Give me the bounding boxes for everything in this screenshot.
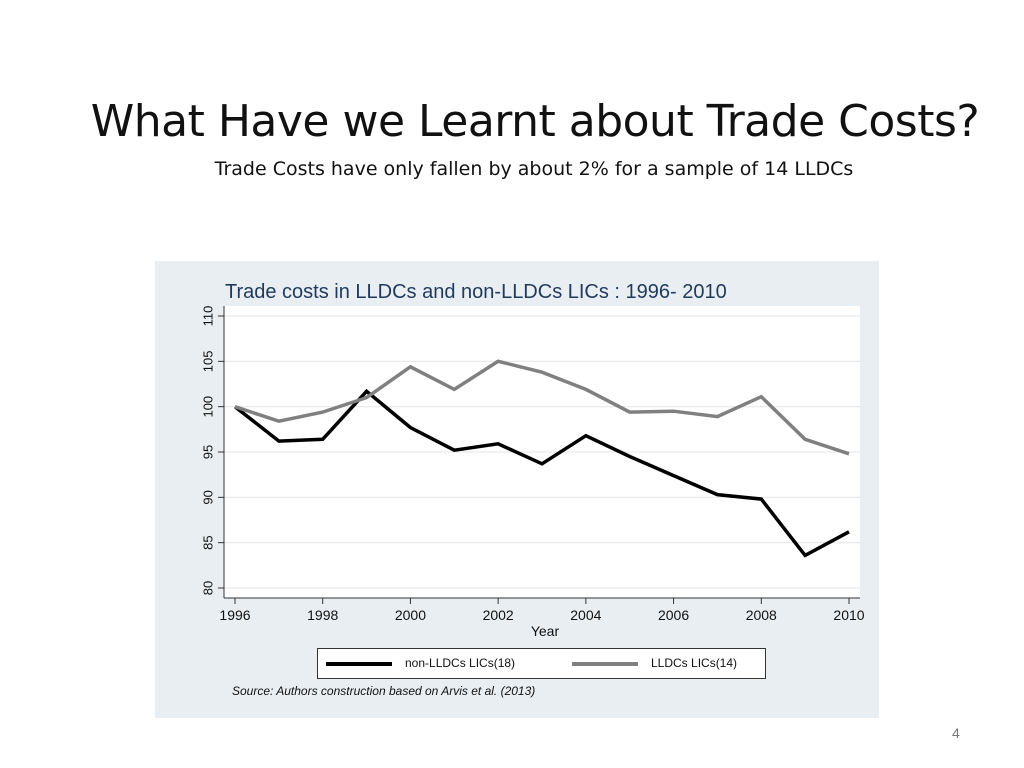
line-chart: 80 85 90 95 100 105 110 1996 1998 2000 2002 2004 200… xyxy=(200,306,864,639)
x-tick-label-2008: 2008 xyxy=(746,607,777,623)
x-tick-label-2006: 2006 xyxy=(658,607,689,623)
x-tick-label-2002: 2002 xyxy=(483,607,514,623)
slide-subtitle: Trade Costs have only fallen by about 2%… xyxy=(214,158,854,180)
x-tick-label-1998: 1998 xyxy=(307,607,338,623)
chart-title: Trade costs in LLDCs and non-LLDCs LICs … xyxy=(225,281,727,303)
page-number: 4 xyxy=(952,725,960,741)
chart-panel: Trade costs in LLDCs and non-LLDCs LICs … xyxy=(155,261,879,718)
y-tick-label-90: 90 xyxy=(200,490,215,504)
y-tick-label-80: 80 xyxy=(200,581,215,595)
source-note: Source: Authors construction based on Ar… xyxy=(232,684,536,698)
x-tick-label-2010: 2010 xyxy=(833,607,864,623)
x-tick-label-1996: 1996 xyxy=(219,607,250,623)
series-line-1 xyxy=(234,359,850,456)
series-line-0 xyxy=(233,388,850,558)
y-tick-label-95: 95 xyxy=(200,445,215,459)
legend-label-non-lldcs: non-LLDCs LICs(18) xyxy=(405,656,516,670)
slide-title: What Have we Learnt about Trade Costs? xyxy=(90,96,980,147)
legend: non-LLDCs LICs(18) LLDCs LICs(14) xyxy=(317,648,766,679)
x-tick-label-2000: 2000 xyxy=(395,607,426,623)
y-tick-label-105: 105 xyxy=(200,350,215,372)
y-tick-label-85: 85 xyxy=(200,535,215,549)
legend-swatch-non-lldcs xyxy=(326,662,392,666)
y-tick-label-100: 100 xyxy=(200,396,215,418)
x-axis-title: Year xyxy=(531,623,560,639)
legend-swatch-lldcs xyxy=(572,662,638,666)
legend-label-lldcs: LLDCs LICs(14) xyxy=(651,656,738,670)
y-tick-label-110: 110 xyxy=(200,306,215,327)
x-tick-label-2004: 2004 xyxy=(570,607,601,623)
